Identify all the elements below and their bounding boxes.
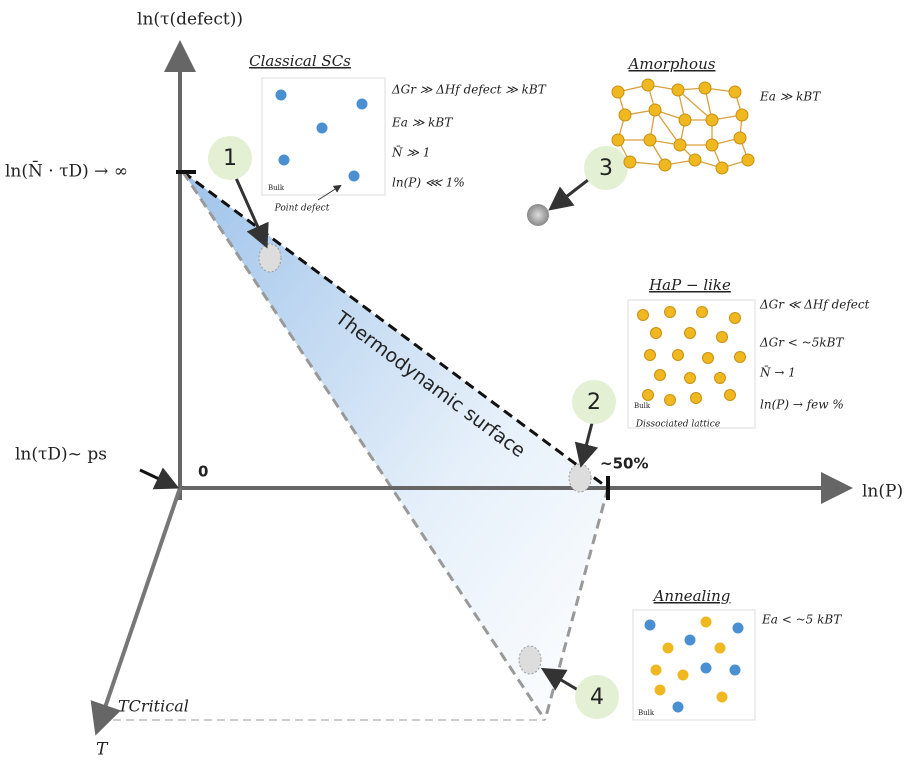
atom [619, 109, 631, 121]
dot [730, 665, 741, 676]
dot [357, 99, 368, 110]
dot [655, 685, 666, 696]
equation: ΔGr ≪ ΔHf defect [759, 298, 870, 312]
atom [624, 156, 636, 168]
atom [716, 162, 728, 174]
atom [736, 109, 748, 121]
site [527, 204, 549, 226]
dot [317, 123, 328, 134]
atom [706, 114, 718, 126]
axis-label: ln(N̄ · τD) → ∞ [5, 159, 128, 181]
atom [642, 79, 654, 91]
dot [735, 352, 746, 363]
equation: N̄ ≫ 1 [391, 144, 430, 159]
dot [651, 328, 662, 339]
equation: ln(P) ⋘ 1% [392, 176, 465, 190]
dot [715, 373, 726, 384]
dot [655, 370, 666, 381]
caption: Dissociated lattice [635, 420, 720, 430]
dot [703, 353, 714, 364]
equation: Ea ≫ kBT [759, 90, 821, 104]
atom [699, 82, 711, 94]
dot [715, 643, 726, 654]
dot [643, 390, 654, 401]
atom [706, 139, 718, 151]
atom [689, 154, 701, 166]
marker-label: 3 [599, 156, 613, 181]
bulk-label: Bulk [634, 402, 651, 410]
equation: N̄ → 1 [759, 364, 796, 379]
bulk-label: Bulk [638, 709, 655, 717]
site [519, 646, 541, 674]
atom [644, 134, 656, 146]
marker-label: 1 [223, 146, 237, 171]
dot [645, 620, 656, 631]
bulk-label: Bulk [268, 184, 285, 192]
dot [673, 702, 684, 713]
caption: Point defect [274, 204, 330, 214]
arrow [140, 470, 174, 486]
dot [701, 663, 712, 674]
dot [717, 692, 728, 703]
z-axis [98, 488, 180, 728]
dot [685, 373, 696, 384]
dot [665, 307, 676, 318]
axis-label: ln(P) [862, 482, 903, 502]
dot [279, 155, 290, 166]
dot [725, 390, 736, 401]
axis-label: ln(τD)~ ps [15, 445, 107, 465]
diagram: ln(τ(defect)) ln(P) T ln(N̄ · τD) → ∞ ln… [0, 0, 912, 760]
dot [673, 350, 684, 361]
tick-label: ~50% [600, 455, 648, 473]
equation: ln(P) → few % [760, 398, 844, 412]
dot [697, 307, 708, 318]
site [569, 464, 591, 492]
marker-label: 2 [587, 390, 601, 415]
atom [612, 134, 624, 146]
surface [183, 172, 608, 720]
dot [691, 393, 702, 404]
site [259, 244, 281, 272]
dot [730, 313, 741, 324]
dot [685, 328, 696, 339]
atom [734, 132, 746, 144]
panel-title: Classical SCs [249, 52, 351, 70]
dot [276, 90, 287, 101]
equation: ΔGr < ~5kBT [759, 336, 844, 350]
panel-title: HaP − like [648, 276, 731, 294]
equation: Ea ≫ kBT [391, 116, 453, 130]
marker-label: 4 [590, 685, 604, 710]
atom [674, 139, 686, 151]
atom [649, 104, 661, 116]
axis-label: ln(τ(defect)) [137, 10, 243, 30]
dot [638, 310, 649, 321]
atom [612, 86, 624, 98]
equation: ΔGr ≫ ΔHf defect ≫ kBT [391, 83, 547, 97]
equation: Ea < ~5 kBT [761, 613, 842, 627]
dot [701, 617, 712, 628]
panel-title: Amorphous [627, 55, 716, 73]
atom [729, 86, 741, 98]
origin-label: 0 [198, 463, 208, 481]
dot [645, 350, 656, 361]
dot [651, 665, 662, 676]
arrow [553, 180, 588, 207]
atom [679, 114, 691, 126]
atom [659, 159, 671, 171]
panel-title: Annealing [652, 587, 731, 605]
atom [742, 154, 754, 166]
dot [349, 171, 360, 182]
t-critical-label: TCritical [118, 697, 189, 716]
dot [733, 623, 744, 634]
dot [663, 643, 674, 654]
dot [685, 635, 696, 646]
dot [717, 332, 728, 343]
dot [665, 395, 676, 406]
axis-label: T [96, 740, 109, 760]
dot [678, 670, 689, 681]
atom [672, 84, 684, 96]
arrow [582, 423, 592, 462]
